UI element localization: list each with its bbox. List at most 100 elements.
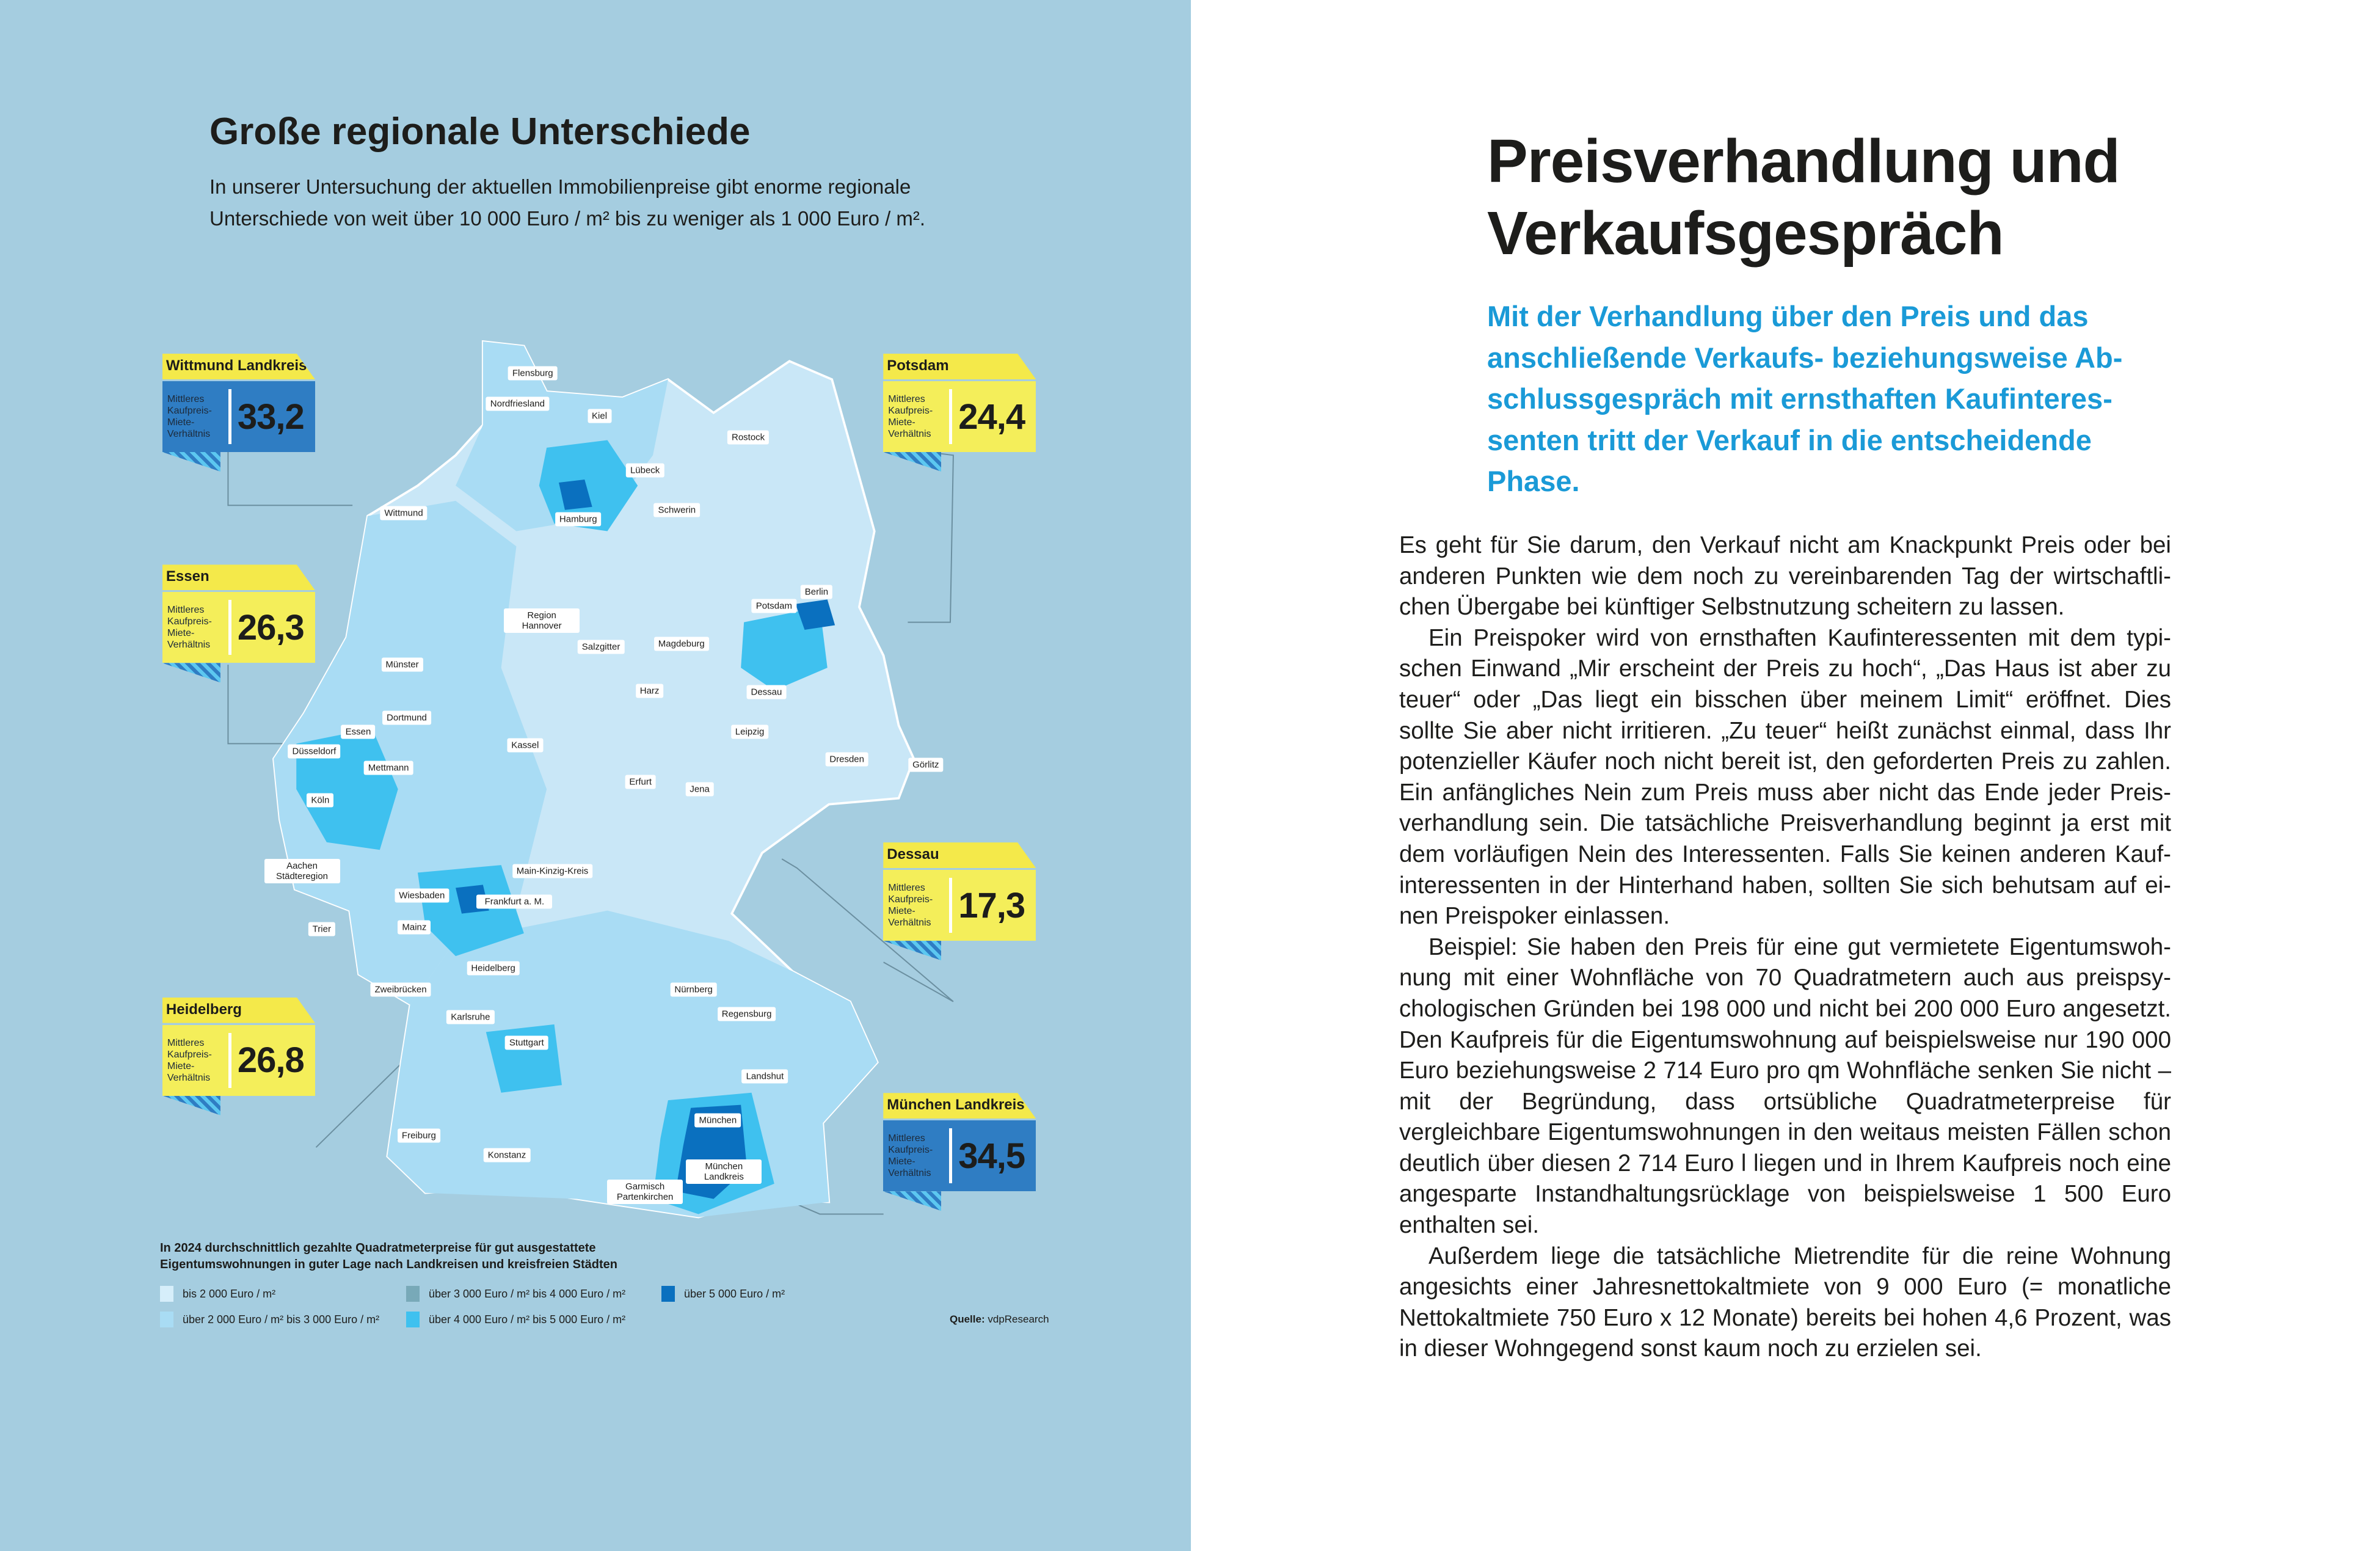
city-label: Dortmund <box>382 710 431 725</box>
city-label: Erfurt <box>625 775 656 789</box>
callout-description: Mittleres Kaufpreis-Miete-Verhältnis <box>167 1037 212 1083</box>
city-label: Main-Kinzig-Kreis <box>512 864 593 878</box>
callout-region: Essen <box>162 564 315 591</box>
callout-description: Mittleres Kaufpreis-Miete-Verhältnis <box>888 394 933 439</box>
callout-region: Dessau <box>883 842 1036 869</box>
legend-label: über 3 000 Euro / m² bis 4 000 Euro / m² <box>429 1287 626 1300</box>
city-label: Magdeburg <box>653 637 709 651</box>
city-label: Rostock <box>727 430 770 445</box>
city-label: Münster <box>381 657 423 672</box>
city-label: Düsseldorf <box>288 744 341 759</box>
legend-label: bis 2 000 Euro / m² <box>183 1287 276 1300</box>
city-label: Schwerin <box>653 503 701 517</box>
connector-line <box>781 858 954 1002</box>
callout-region: München Landkreis <box>883 1093 1036 1119</box>
source-name: vdpResearch <box>988 1313 1049 1325</box>
city-label: Mettmann <box>363 761 413 775</box>
callout-box: Mittleres Kaufpreis-Miete-Verhältnis 33,… <box>162 381 315 452</box>
city-label: Trier <box>308 922 335 936</box>
city-label: Dresden <box>825 752 868 766</box>
callout-value: 17,3 <box>958 885 1025 925</box>
connector-line <box>227 440 353 506</box>
city-label: Landshut <box>741 1069 788 1084</box>
body-paragraph: Außerdem liege die tatsächliche Mietrend… <box>1399 1243 2171 1362</box>
callout-wittmund-landkreis: Wittmund Landkreis Mittleres Kaufpreis-M… <box>162 354 315 472</box>
city-label: Salzgitter <box>577 640 625 654</box>
city-label: München Landkreis <box>686 1159 762 1184</box>
city-label: Kassel <box>507 738 544 753</box>
callout-heidelberg: Heidelberg Mittleres Kaufpreis-Miete-Ver… <box>162 997 315 1115</box>
connector-line <box>227 665 289 745</box>
city-label: Nürnberg <box>670 982 717 997</box>
callout-box: Mittleres Kaufpreis-Miete-Verhältnis 26,… <box>162 592 315 663</box>
legend-swatch <box>406 1312 420 1327</box>
callout-stripes <box>162 1095 220 1115</box>
region-hamburg-core <box>559 480 592 510</box>
lead-paragraph: Mit der Verhandlung über den Preis und d… <box>1487 300 2123 497</box>
callout-description: Mittleres Kaufpreis-Miete-Verhältnis <box>167 394 212 439</box>
callout-box: Mittleres Kaufpreis-Miete-Verhältnis 34,… <box>883 1120 1036 1192</box>
city-label: Heidelberg <box>467 961 520 976</box>
region-rhine-ruhr <box>296 728 398 850</box>
callout-stripes <box>883 1191 942 1211</box>
city-label: Görlitz <box>908 757 944 772</box>
callout-divider <box>228 389 231 444</box>
chapter-title: Preisverhandlung und Verkaufsgespräch <box>1487 125 2120 269</box>
body-text: Es geht für Sie darum, den Verkauf nicht… <box>1399 530 2171 1365</box>
body-paragraph: Beispiel: Sie haben den Preis für eine g… <box>1399 933 2171 1239</box>
callout-region: Heidelberg <box>162 997 315 1023</box>
city-label: Wittmund <box>380 506 428 520</box>
legend-item: über 5 000 Euro / m² <box>661 1286 785 1302</box>
infographic-subtitle: In unserer Untersuchung der aktuellen Im… <box>209 175 926 230</box>
city-label: Karlsruhe <box>446 1010 495 1024</box>
city-label: München <box>694 1113 741 1128</box>
city-label: Leipzig <box>730 724 769 739</box>
callout-value: 26,8 <box>237 1040 305 1081</box>
city-label: Region Hannover <box>504 608 580 633</box>
legend-swatch <box>406 1286 420 1302</box>
callout-essen: Essen Mittleres Kaufpreis-Miete-Verhältn… <box>162 564 315 683</box>
callout-münchen-landkreis: München Landkreis Mittleres Kaufpreis-Mi… <box>883 1093 1036 1211</box>
legend-item: über 3 000 Euro / m² bis 4 000 Euro / m² <box>406 1286 625 1302</box>
city-label: Freiburg <box>397 1128 440 1143</box>
region-hamburg <box>539 440 638 531</box>
callout-value: 26,3 <box>237 607 305 648</box>
callout-box: Mittleres Kaufpreis-Miete-Verhältnis 24,… <box>883 381 1036 452</box>
callout-divider <box>949 878 953 933</box>
callout-box: Mittleres Kaufpreis-Miete-Verhältnis 17,… <box>883 870 1036 941</box>
callout-description: Mittleres Kaufpreis-Miete-Verhältnis <box>167 605 212 651</box>
callout-divider <box>949 389 953 444</box>
callout-stripes <box>162 452 220 472</box>
callout-value: 24,4 <box>958 396 1025 437</box>
legend-item: über 2 000 Euro / m² bis 3 000 Euro / m² <box>160 1312 379 1327</box>
callout-stripes <box>883 452 942 472</box>
callout-region: Wittmund Landkreis <box>162 354 315 379</box>
city-label: Harz <box>635 684 664 698</box>
legend-label: über 4 000 Euro / m² bis 5 000 Euro / m² <box>429 1313 626 1326</box>
city-label: Berlin <box>800 585 833 599</box>
city-label: Köln <box>307 793 334 808</box>
legend-title: In 2024 durchschnittlich gezahlte Quadra… <box>160 1241 618 1271</box>
city-label: Regensburg <box>717 1007 776 1021</box>
city-label: Mainz <box>398 920 431 935</box>
legend-label: über 2 000 Euro / m² bis 3 000 Euro / m² <box>183 1313 380 1326</box>
callout-divider <box>949 1128 953 1184</box>
legend-item: bis 2 000 Euro / m² <box>160 1286 275 1302</box>
city-label: Lübeck <box>625 463 664 478</box>
city-label: Jena <box>685 782 714 797</box>
city-label: Flensburg <box>508 366 558 381</box>
chapter-title-line1: Preisverhandlung und <box>1487 127 2120 195</box>
infographic-title: Große regionale Unterschiede <box>209 111 751 153</box>
callout-divider <box>228 600 231 655</box>
callout-stripes <box>883 941 942 961</box>
source-label: Quelle: <box>950 1313 985 1325</box>
body-paragraph: Es geht für Sie darum, den Verkauf nicht… <box>1399 532 2171 621</box>
city-label: Dessau <box>746 685 787 699</box>
city-label: Wiesbaden <box>395 888 449 903</box>
city-label: Konstanz <box>483 1148 531 1162</box>
callout-dessau: Dessau Mittleres Kaufpreis-Miete-Verhält… <box>883 842 1036 961</box>
callout-box: Mittleres Kaufpreis-Miete-Verhältnis 26,… <box>162 1024 315 1096</box>
region-berlin-core <box>795 599 835 630</box>
callout-stripes <box>162 663 220 683</box>
